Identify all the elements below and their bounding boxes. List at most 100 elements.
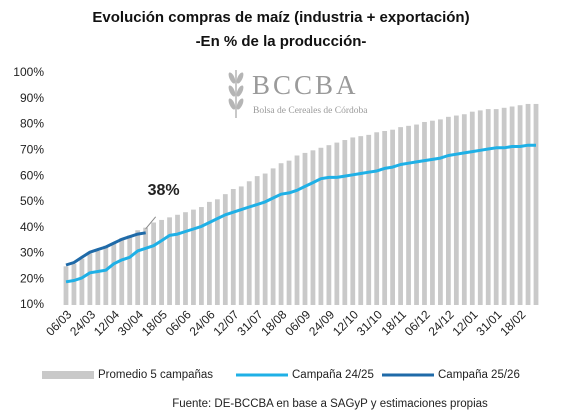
legend-label: Campaña 24/25 xyxy=(292,369,374,381)
bar xyxy=(103,245,109,305)
x-tick-label: 30/04 xyxy=(115,307,146,338)
x-tick-label: 12/04 xyxy=(91,307,122,338)
bar xyxy=(270,168,276,305)
x-tick-label: 31/10 xyxy=(354,307,385,338)
x-tick-label: 18/05 xyxy=(139,307,170,338)
line xyxy=(65,231,146,267)
chart-title: Evolución compras de maíz (industria + e… xyxy=(92,9,469,26)
legend-label: Promedio 5 campañas xyxy=(98,369,213,381)
bar xyxy=(79,258,85,305)
bar xyxy=(175,214,180,305)
x-tick-label: 18/08 xyxy=(258,307,289,338)
bar xyxy=(95,250,101,305)
bar xyxy=(342,140,348,305)
bar xyxy=(493,109,499,305)
logo-icon xyxy=(228,70,244,118)
bar xyxy=(350,137,356,305)
bar xyxy=(238,186,244,305)
bar xyxy=(262,173,268,305)
annotation-leader xyxy=(145,216,157,230)
x-tick-label: 06/09 xyxy=(282,307,313,338)
bar xyxy=(461,114,467,305)
x-tick-label: 18/11 xyxy=(378,307,409,338)
bar xyxy=(246,181,252,305)
bar xyxy=(286,160,292,305)
bar xyxy=(445,116,451,305)
legend-swatch xyxy=(42,371,94,379)
x-tick-label: 24/12 xyxy=(426,307,457,338)
y-tick-label: 40% xyxy=(20,220,44,234)
y-tick-label: 90% xyxy=(20,91,44,105)
bar xyxy=(159,219,164,305)
x-tick-label: 24/03 xyxy=(67,307,98,338)
bar xyxy=(111,243,117,305)
bar xyxy=(326,145,332,305)
y-tick-label: 70% xyxy=(20,143,44,157)
bar xyxy=(151,222,157,305)
y-tick-label: 50% xyxy=(20,194,44,208)
x-tick-label: 31/07 xyxy=(234,307,265,338)
logo-name: BCCBA xyxy=(252,70,359,100)
bar xyxy=(334,142,340,305)
bar xyxy=(302,152,308,305)
bar xyxy=(222,194,228,305)
bar xyxy=(206,201,212,305)
x-tick-label: 06/12 xyxy=(402,307,433,338)
bar xyxy=(509,106,515,305)
x-tick-label: 12/10 xyxy=(330,307,361,338)
bar xyxy=(533,103,539,305)
y-tick-label: 20% xyxy=(20,271,44,285)
bar xyxy=(438,119,443,306)
bar xyxy=(294,155,300,305)
bar xyxy=(87,253,93,305)
bar xyxy=(135,230,141,305)
bar xyxy=(525,103,531,305)
y-tick-label: 100% xyxy=(13,65,44,79)
bar xyxy=(477,110,483,305)
bar xyxy=(406,125,411,305)
x-tick-label: 24/09 xyxy=(306,307,337,338)
y-tick-label: 60% xyxy=(20,168,44,182)
bar xyxy=(390,129,396,305)
x-tick-label: 18/02 xyxy=(497,307,528,338)
y-tick-label: 30% xyxy=(20,246,44,260)
y-tick-label: 10% xyxy=(20,297,44,311)
bar xyxy=(199,207,204,305)
bar xyxy=(254,176,260,305)
bar xyxy=(374,132,380,305)
annotation: 38% xyxy=(148,182,180,199)
x-tick-label: 12/07 xyxy=(211,307,242,338)
bar xyxy=(430,120,435,305)
bar xyxy=(214,199,220,305)
bar xyxy=(517,105,523,305)
y-tick-label: 80% xyxy=(20,117,44,131)
x-tick-label: 24/06 xyxy=(187,307,218,338)
bar xyxy=(310,150,316,305)
bar xyxy=(358,136,364,305)
line xyxy=(65,143,536,284)
source-note: Fuente: DE-BCCBA en base a SAGyP y estim… xyxy=(172,398,488,410)
bar xyxy=(318,147,324,305)
logo-tagline: Bolsa de Cereales de Córdoba xyxy=(253,106,368,116)
bar xyxy=(63,266,69,305)
bar xyxy=(414,124,419,305)
chart-subtitle: -En % de la producción- xyxy=(196,33,367,50)
bar xyxy=(278,163,284,305)
bar xyxy=(127,235,133,305)
bar xyxy=(191,209,196,305)
x-tick-label: 06/03 xyxy=(43,307,74,338)
bar xyxy=(422,121,427,305)
bar xyxy=(469,111,475,306)
bar xyxy=(167,217,172,305)
bar xyxy=(501,107,507,305)
x-tick-label: 12/01 xyxy=(450,307,481,338)
bar xyxy=(71,263,77,305)
bar xyxy=(382,131,388,305)
bar xyxy=(183,212,188,305)
bar xyxy=(143,227,149,305)
bar xyxy=(366,134,372,305)
x-tick-label: 06/06 xyxy=(163,307,194,338)
x-tick-label: 31/01 xyxy=(473,307,504,338)
legend-label: Campaña 25/26 xyxy=(438,369,520,381)
